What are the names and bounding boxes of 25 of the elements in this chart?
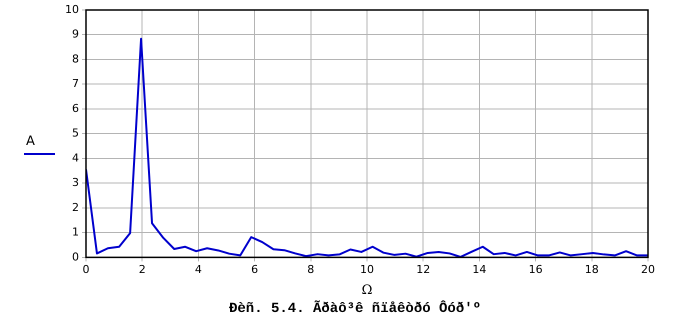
x-tick-label: 12 (416, 262, 430, 276)
y-tick-label: 0 (72, 250, 79, 264)
y-tick-label: 9 (72, 28, 79, 41)
x-tick-label: 14 (472, 262, 486, 276)
y-tick-label: 2 (72, 200, 79, 214)
y-tick-label: 10 (64, 2, 79, 16)
x-tick-label: 8 (307, 262, 314, 276)
x-axis-title: Ω (362, 282, 372, 298)
y-tick-label: 8 (72, 52, 79, 66)
x-tick-label: 16 (528, 262, 543, 276)
x-tick-label: 10 (360, 262, 374, 276)
y-tick-label: 3 (72, 176, 79, 190)
x-tick-label: 2 (138, 262, 146, 276)
x-tick-label: 6 (251, 262, 258, 276)
text: Đèñ. 5.4. Ãðàô³ê ñïåêòðó Ôóð'º (228, 300, 482, 318)
x-tick-label: 20 (641, 262, 655, 276)
text: A (25, 134, 36, 149)
x-tick-label: 0 (82, 262, 90, 276)
y-tick-label: 7 (72, 77, 79, 90)
y-tick-label: 1 (72, 226, 79, 239)
y-tick-label: 4 (72, 151, 79, 164)
y-tick-label: 5 (72, 126, 79, 140)
x-tick-label: 4 (194, 262, 202, 276)
y-tick-label: 6 (72, 102, 79, 115)
x-tick-label: 18 (584, 262, 599, 276)
